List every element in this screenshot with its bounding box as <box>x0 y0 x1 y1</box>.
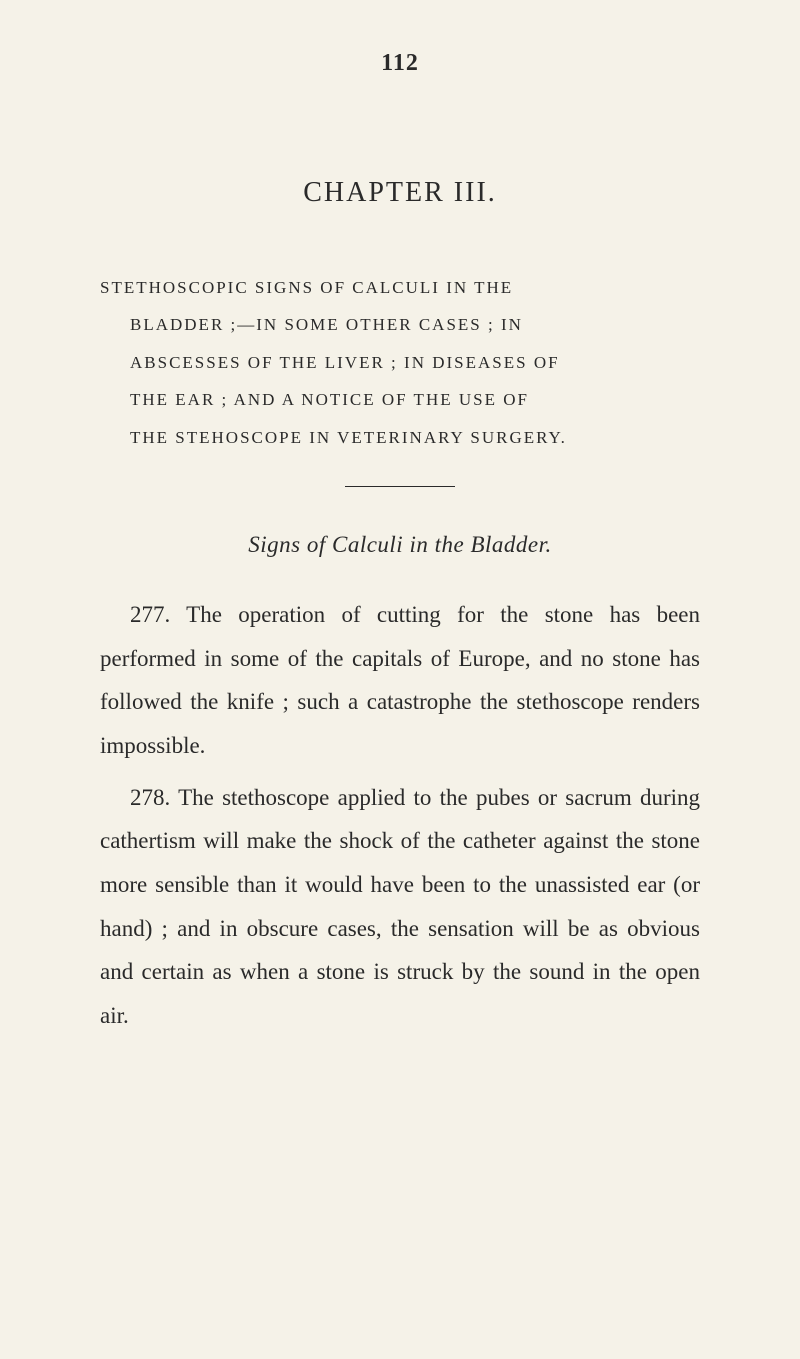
header-line-1: STETHOSCOPIC SIGNS OF CALCULI IN THE <box>100 269 700 306</box>
header-line-4: THE EAR ; AND A NOTICE OF THE USE OF <box>100 381 700 418</box>
page-container: 112 CHAPTER III. STETHOSCOPIC SIGNS OF C… <box>0 0 800 1359</box>
body-text-container: 277. The operation of cutting for the st… <box>100 593 700 1038</box>
paragraph-text-1: 277. The operation of cutting for the st… <box>100 602 700 758</box>
paragraph-277: 277. The operation of cutting for the st… <box>100 593 700 768</box>
horizontal-divider <box>345 486 455 487</box>
page-number: 112 <box>100 50 700 77</box>
header-line-3: ABSCESSES OF THE LIVER ; IN DISEASES OF <box>100 344 700 381</box>
section-subtitle: Signs of Calculi in the Bladder. <box>100 532 700 558</box>
paragraph-278: 278. The stethoscope applied to the pube… <box>100 776 700 1038</box>
paragraph-text-2: 278. The stethoscope applied to the pube… <box>100 785 700 1028</box>
header-line-5: THE STEHOSCOPE IN VETERINARY SURGERY. <box>100 419 700 456</box>
section-header: STETHOSCOPIC SIGNS OF CALCULI IN THE BLA… <box>100 269 700 456</box>
header-line-2: BLADDER ;—IN SOME OTHER CASES ; IN <box>100 306 700 343</box>
chapter-title: CHAPTER III. <box>100 177 700 209</box>
